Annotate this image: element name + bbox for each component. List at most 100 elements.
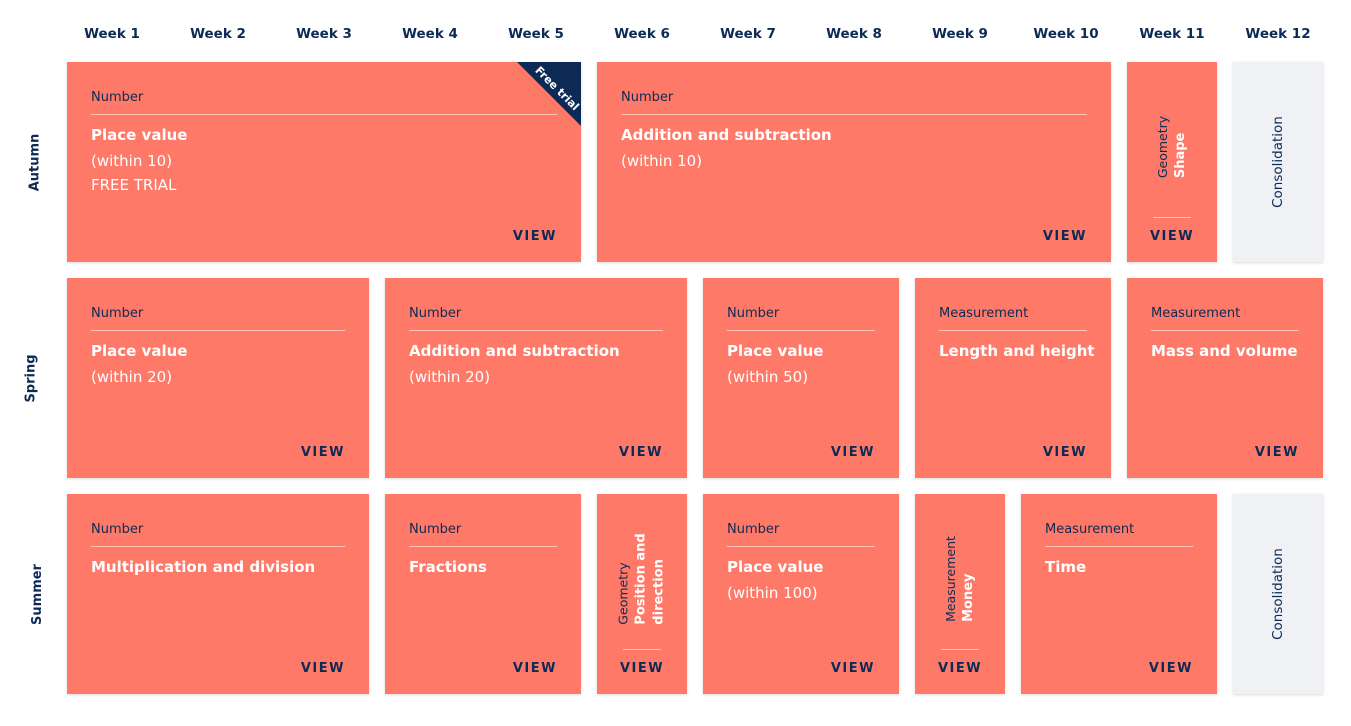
week-12-label: Week 12 (1245, 26, 1311, 42)
summer-position-direction-card[interactable]: Geometry Position and direction VIEW (597, 494, 687, 694)
view-link[interactable]: VIEW (512, 661, 557, 676)
card-divider (1151, 330, 1299, 331)
card-divider (939, 330, 1087, 331)
card-divider (1045, 546, 1193, 547)
spring-addition-subtraction-card[interactable]: Number Addition and subtraction (within … (385, 278, 687, 478)
card-category: Number (409, 522, 462, 537)
card-subtitle: (within 10) (621, 152, 703, 170)
card-divider (623, 649, 661, 650)
card-divider (621, 114, 1087, 115)
card-title: Money (960, 573, 976, 622)
spring-place-value-50-card[interactable]: Number Place value (within 50) VIEW (703, 278, 899, 478)
card-subtitle: (within 50) (727, 368, 809, 386)
week-5-label: Week 5 (508, 26, 564, 42)
summer-consolidation-card[interactable]: Consolidation (1233, 494, 1323, 694)
card-title: Addition and subtraction (621, 126, 832, 144)
card-category: Number (91, 522, 144, 537)
card-category: Number (727, 522, 780, 537)
view-link[interactable]: VIEW (300, 445, 345, 460)
autumn-place-value-card[interactable]: Number Place value (within 10) FREE TRIA… (67, 62, 581, 262)
card-divider (727, 330, 875, 331)
week-2-label: Week 2 (190, 26, 246, 42)
card-category: Measurement (939, 306, 1029, 321)
card-category: Geometry (616, 562, 631, 625)
summer-money-card[interactable]: Measurement Money VIEW (915, 494, 1005, 694)
card-title: Multiplication and division (91, 558, 316, 576)
card-category: Number (621, 90, 674, 105)
view-link[interactable]: VIEW (1148, 661, 1193, 676)
autumn-consolidation-card[interactable]: Consolidation (1233, 62, 1323, 262)
spring-length-height-card[interactable]: Measurement Length and height VIEW (915, 278, 1111, 478)
spring-mass-volume-card[interactable]: Measurement Mass and volume VIEW (1127, 278, 1323, 478)
card-subtitle: (within 20) (91, 368, 173, 386)
week-7-label: Week 7 (720, 26, 776, 42)
week-11-label: Week 11 (1139, 26, 1205, 42)
card-divider (1153, 217, 1191, 218)
card-category: Number (727, 306, 780, 321)
card-category: Number (409, 306, 462, 321)
card-divider (941, 649, 979, 650)
vertical-heading: Geometry Position and direction (597, 514, 687, 644)
card-divider (91, 546, 345, 547)
view-link[interactable]: VIEW (1042, 445, 1087, 460)
summer-multiplication-division-card[interactable]: Number Multiplication and division VIEW (67, 494, 369, 694)
view-link[interactable]: VIEW (1149, 229, 1195, 244)
view-link[interactable]: VIEW (619, 661, 665, 676)
card-divider (409, 330, 663, 331)
view-link[interactable]: VIEW (830, 661, 875, 676)
card-subtitle: (within 10) (91, 152, 173, 170)
card-subtitle: (within 20) (409, 368, 491, 386)
card-title: Place value (727, 342, 824, 360)
consolidation-label: Consolidation (1270, 116, 1286, 208)
week-3-label: Week 3 (296, 26, 352, 42)
card-title: Time (1045, 558, 1087, 576)
card-title: Mass and volume (1151, 342, 1298, 360)
card-category: Measurement (1045, 522, 1135, 537)
term-spring: Spring (20, 278, 42, 478)
summer-fractions-card[interactable]: Number Fractions VIEW (385, 494, 581, 694)
term-summer-label: Summer (29, 563, 45, 625)
summer-place-value-100-card[interactable]: Number Place value (within 100) VIEW (703, 494, 899, 694)
consolidation-label: Consolidation (1270, 548, 1286, 640)
term-autumn: Autumn (24, 62, 46, 262)
card-title: Length and height (939, 342, 1095, 360)
card-title: Place value (91, 342, 188, 360)
card-subtitle: (within 100) (727, 584, 818, 602)
card-category: Measurement (1151, 306, 1241, 321)
vertical-heading: Measurement Money (915, 514, 1005, 644)
week-1-label: Week 1 (84, 26, 140, 42)
view-link[interactable]: VIEW (618, 445, 663, 460)
week-8-label: Week 8 (826, 26, 882, 42)
card-title: Shape (1173, 132, 1188, 179)
view-link[interactable]: VIEW (937, 661, 983, 676)
card-divider (91, 330, 345, 331)
view-link[interactable]: VIEW (1042, 229, 1087, 244)
term-spring-label: Spring (23, 353, 39, 403)
view-link[interactable]: VIEW (300, 661, 345, 676)
view-link[interactable]: VIEW (830, 445, 875, 460)
card-category: Measurement (942, 536, 958, 622)
card-category: Geometry (1155, 115, 1170, 179)
card-category: Number (91, 306, 144, 321)
view-link[interactable]: VIEW (1254, 445, 1299, 460)
card-title: Addition and subtraction (409, 342, 620, 360)
card-title: Place value (91, 126, 188, 144)
vertical-heading: Geometry Shape (1127, 82, 1217, 212)
free-trial-text: FREE TRIAL (91, 176, 177, 194)
term-autumn-label: Autumn (27, 133, 43, 191)
spring-place-value-card[interactable]: Number Place value (within 20) VIEW (67, 278, 369, 478)
card-title-line-1: Position and (634, 533, 649, 625)
card-title-line-2: direction (652, 559, 667, 625)
week-6-label: Week 6 (614, 26, 670, 42)
view-link[interactable]: VIEW (512, 229, 557, 244)
card-divider (409, 546, 557, 547)
autumn-shape-card[interactable]: Geometry Shape VIEW (1127, 62, 1217, 262)
term-summer: Summer (26, 494, 48, 694)
autumn-addition-subtraction-card[interactable]: Number Addition and subtraction (within … (597, 62, 1111, 262)
week-4-label: Week 4 (402, 26, 458, 42)
card-divider (91, 114, 557, 115)
week-10-label: Week 10 (1033, 26, 1099, 42)
free-trial-ribbon: Free trial (515, 62, 581, 128)
summer-time-card[interactable]: Measurement Time VIEW (1021, 494, 1217, 694)
card-title: Fractions (409, 558, 487, 576)
